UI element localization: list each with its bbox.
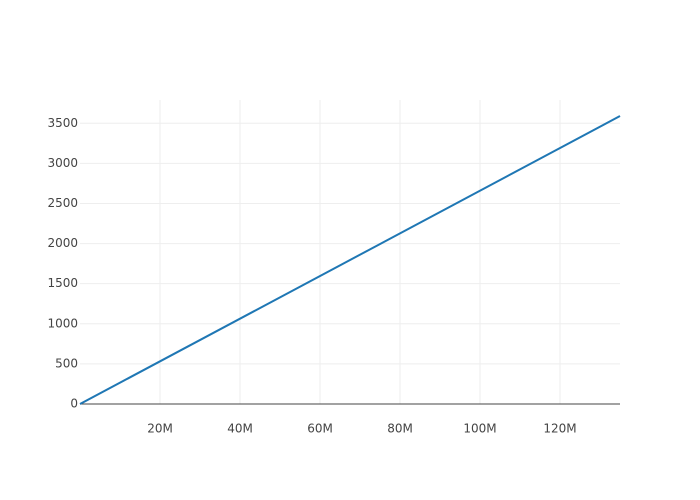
y-tick-label: 500 — [55, 356, 78, 370]
x-tick-label: 20M — [147, 422, 173, 436]
line-series — [79, 115, 621, 405]
y-tick-label: 0 — [70, 397, 78, 411]
x-tick-label: 80M — [387, 422, 413, 436]
y-tick-label: 3000 — [47, 156, 78, 170]
x-tick-label: 120M — [543, 422, 576, 436]
y-tick-label: 2000 — [47, 236, 78, 250]
x-tick-label: 100M — [463, 422, 496, 436]
y-tick-label: 1000 — [47, 316, 78, 330]
y-tick-label: 2500 — [47, 196, 78, 210]
x-tick-label: 60M — [307, 422, 333, 436]
y-tick-label: 3500 — [47, 116, 78, 130]
y-tick-label: 1500 — [47, 276, 78, 290]
x-tick-label: 40M — [227, 422, 253, 436]
